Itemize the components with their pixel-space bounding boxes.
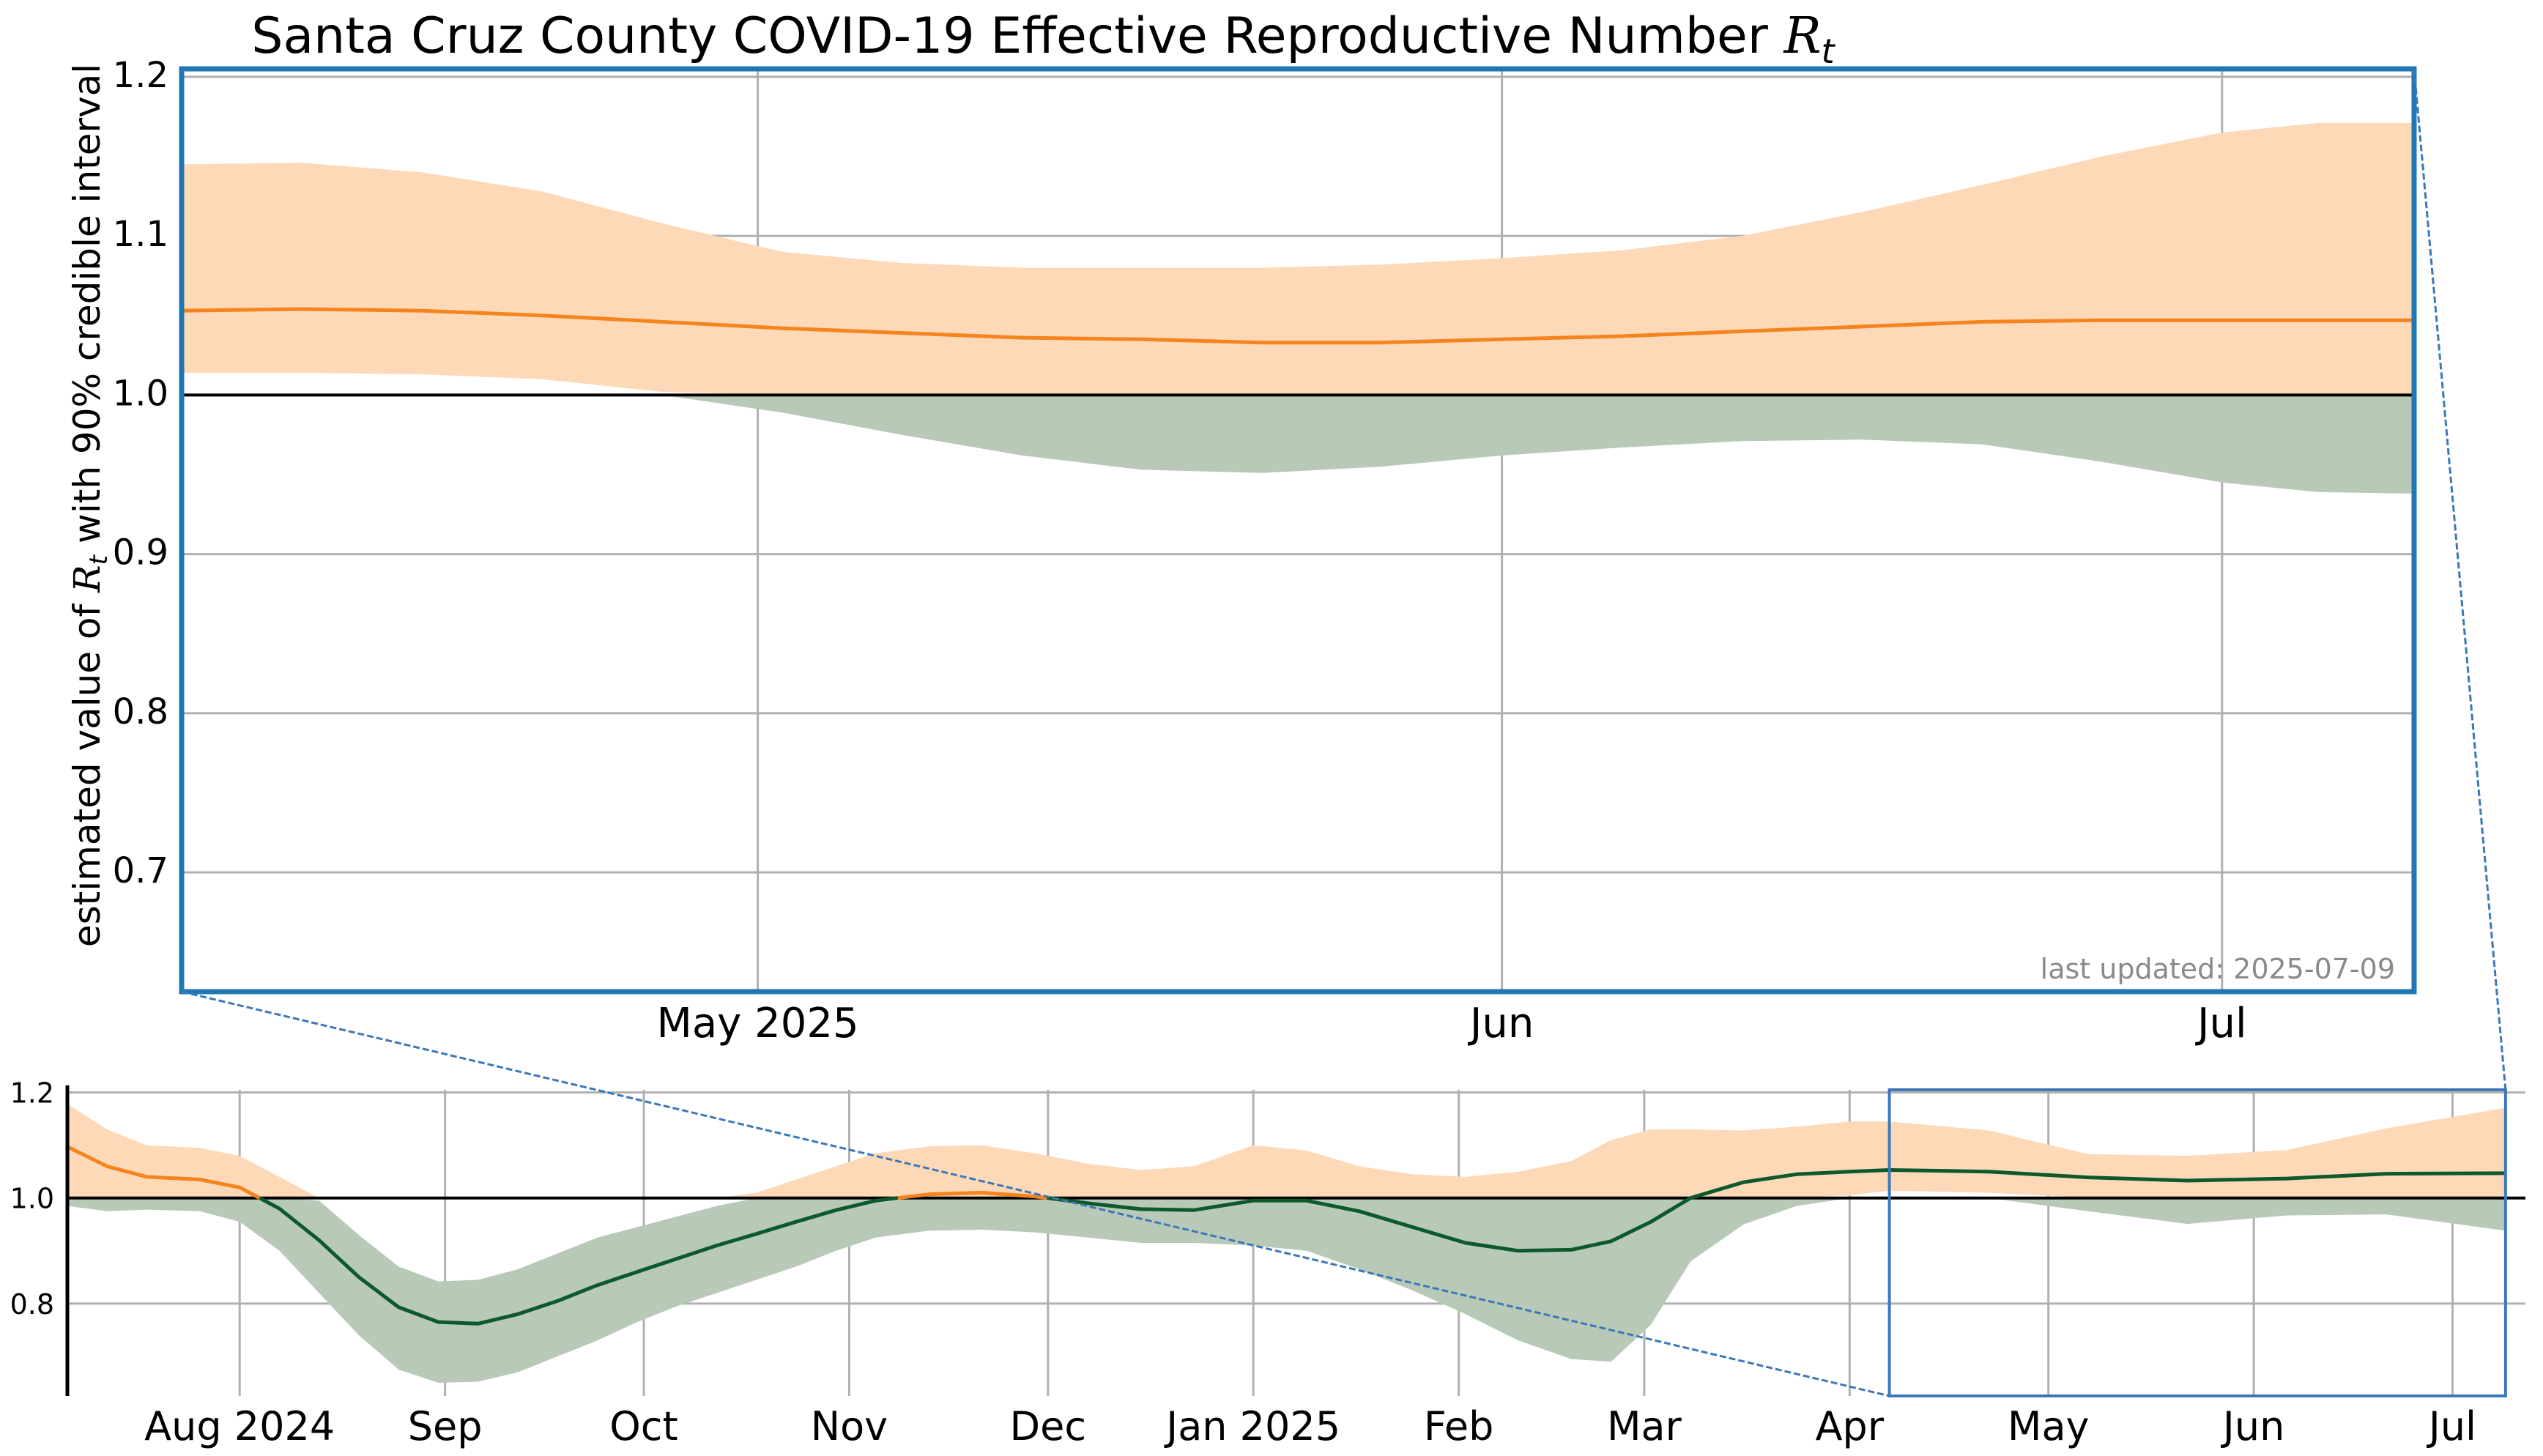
zoom-connector-left	[181, 990, 1890, 1397]
x-tick-label: May	[2008, 1403, 2090, 1449]
y-tick-label: 1.2	[113, 55, 168, 96]
y-tick-label: 1.0	[10, 1183, 54, 1215]
median-line-above	[897, 1191, 1047, 1200]
x-tick-label: Jul	[2195, 1000, 2247, 1047]
median-line-below	[259, 1196, 898, 1326]
x-tick-label: Jul	[2427, 1403, 2476, 1449]
overview-panel: 0.8 1.0 1.2 Aug 2024 Sep Oct Nov Dec Jan 2025 Feb…	[10, 1077, 2525, 1449]
y-tick-label: 1.1	[113, 214, 168, 255]
x-tick-label: Sep	[408, 1403, 483, 1449]
median-line-above	[66, 1145, 261, 1200]
y-axis-label: estimated value of Rt with 90% credible …	[66, 64, 114, 947]
y-axis-label-math: R	[66, 565, 108, 593]
x-tick-label: Oct	[609, 1403, 677, 1449]
x-tick-label: Jun	[2221, 1403, 2284, 1449]
x-tick-label: Dec	[1010, 1403, 1087, 1449]
y-tick-label: 1.2	[10, 1077, 54, 1110]
median-line-above	[181, 307, 2414, 345]
x-tick-label: Mar	[1607, 1403, 1682, 1449]
chart-title-math-sub: t	[1822, 31, 1836, 71]
x-tick-label: Jun	[1468, 1000, 1534, 1047]
x-tick-label: Nov	[811, 1403, 888, 1449]
y-tick-label: 0.8	[113, 691, 168, 732]
y-tick-label: 0.9	[113, 532, 168, 573]
last-updated-note: last updated: 2025-07-09	[2041, 953, 2395, 985]
chart-title: Santa Cruz County COVID-19 Effective Rep…	[251, 7, 1835, 71]
ci-band-below-1	[182, 395, 2414, 494]
y-axis-label-math-sub: t	[84, 554, 114, 565]
zoom-connector-right	[2413, 68, 2507, 1091]
ci-band-above-1	[182, 122, 2414, 395]
y-tick-label: 0.8	[10, 1288, 54, 1321]
median-line-below	[1047, 1168, 2506, 1253]
zoom-panel-frame	[179, 66, 2417, 995]
y-tick-label: 0.7	[113, 850, 168, 891]
x-tick-label: Apr	[1816, 1403, 1885, 1449]
x-tick-label: Feb	[1424, 1403, 1494, 1449]
x-tick-label: May 2025	[657, 1000, 859, 1047]
zoom-region-rect	[1887, 1088, 2507, 1397]
main-panel: 0.7 0.8 0.9 1.0 1.1 1.2 May 2025 Jun Jul	[113, 55, 2417, 1047]
ci-band-above-1	[67, 1104, 2506, 1198]
x-tick-label: Aug 2024	[144, 1403, 335, 1449]
y-axis-label-post: with 90% credible interval	[66, 64, 108, 555]
y-tick-label: 1.0	[113, 373, 168, 414]
chart-title-math: R	[1782, 7, 1821, 65]
chart-title-text: Santa Cruz County COVID-19 Effective Rep…	[251, 7, 1783, 65]
ci-band-below-1	[67, 1197, 2506, 1383]
y-axis-label-pre: estimated value of	[66, 593, 108, 947]
x-tick-label: Jan 2025	[1164, 1403, 1340, 1449]
zoom-connector-lines	[181, 68, 2507, 1397]
